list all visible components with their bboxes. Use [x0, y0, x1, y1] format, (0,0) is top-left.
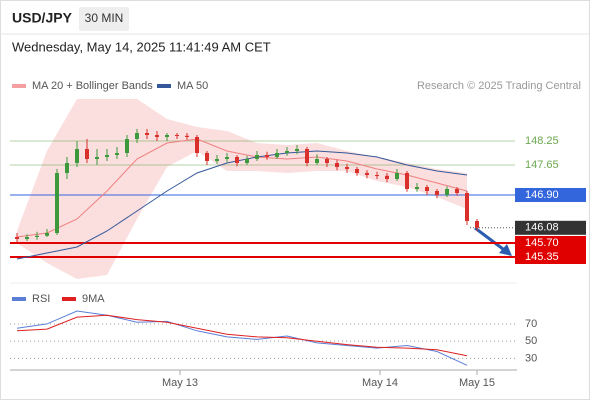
candle-body — [145, 133, 149, 135]
candle-body — [415, 187, 419, 189]
candle-body — [405, 173, 409, 189]
datetime: Wednesday, May 14, 2025 11:41:49 AM CET — [12, 39, 271, 54]
timeframe: 30 MIN — [85, 11, 124, 25]
ma20-line — [16, 138, 468, 238]
legend-label: MA 20 + Bollinger Bands — [32, 80, 153, 92]
candle-body — [285, 151, 289, 153]
ma50-line — [16, 150, 468, 260]
candle-body — [55, 173, 59, 233]
candle-body — [105, 155, 109, 157]
candle-body — [155, 135, 159, 137]
candle-body — [265, 155, 269, 157]
forecast-arrow — [474, 226, 508, 254]
candle-body — [465, 193, 469, 221]
candle-body — [85, 149, 89, 159]
candle-body — [425, 187, 429, 191]
candle-body — [245, 159, 249, 163]
rsi-line — [16, 310, 468, 366]
level-label: 146.08 — [525, 222, 559, 234]
candle-body — [185, 135, 189, 137]
x-tick-label: May 13 — [162, 377, 198, 389]
y-tick-label: 70 — [525, 318, 537, 330]
candle-body — [295, 149, 299, 151]
x-tick-label: May 14 — [362, 377, 398, 389]
legend-swatch — [12, 84, 26, 88]
candle-body — [205, 153, 209, 161]
level-label: 145.70 — [525, 237, 559, 249]
candle-body — [75, 149, 79, 163]
candle-body — [135, 133, 139, 139]
credit: Research © 2025 Trading Central — [417, 80, 581, 92]
level-label: 146.90 — [525, 189, 559, 201]
y-tick-label: 30 — [525, 352, 537, 364]
candle-body — [435, 191, 439, 195]
candle-body — [125, 139, 129, 153]
candle-body — [95, 157, 99, 159]
candle-body — [215, 159, 219, 161]
candle-body — [445, 189, 449, 195]
candle-body — [345, 167, 349, 169]
candle-body — [395, 173, 399, 179]
rsi-line — [16, 314, 468, 357]
level-box — [515, 250, 586, 264]
candle-body — [375, 175, 379, 176]
bollinger-band — [17, 99, 467, 279]
candle-body — [175, 135, 179, 136]
candle-body — [225, 157, 229, 159]
candle-body — [25, 237, 29, 239]
legend-label: RSI — [32, 293, 50, 305]
candle-body — [385, 175, 389, 179]
candle-body — [355, 169, 359, 173]
level-label: 145.35 — [525, 251, 559, 263]
forecast-arrow-head — [499, 244, 512, 256]
candle-body — [255, 155, 259, 159]
candle-body — [475, 221, 479, 228]
legend-label: MA 50 — [177, 80, 208, 92]
candle-body — [275, 153, 279, 157]
candle-body — [165, 135, 169, 137]
candle-body — [115, 153, 119, 155]
candle-body — [195, 137, 199, 153]
candle-body — [315, 159, 319, 163]
legend-swatch — [12, 297, 26, 301]
legend-label: 9MA — [82, 293, 105, 305]
candle-body — [65, 163, 69, 173]
candle-body — [455, 189, 459, 193]
candle-body — [35, 235, 39, 237]
level-box — [515, 236, 586, 250]
timeframe-box — [79, 7, 129, 31]
candle-body — [305, 149, 309, 163]
legend-swatch — [157, 84, 171, 88]
candle-body — [235, 157, 239, 163]
level-label: 147.65 — [525, 159, 559, 171]
candle-body — [335, 163, 339, 167]
legend-swatch — [62, 297, 76, 301]
level-box — [515, 188, 586, 202]
candle-body — [45, 233, 49, 236]
level-label: 148.25 — [525, 135, 559, 147]
candle-body — [15, 237, 19, 239]
y-tick-label: 50 — [525, 335, 537, 347]
candle-body — [325, 159, 329, 163]
x-tick-label: May 15 — [459, 377, 495, 389]
symbol: USD/JPY — [12, 10, 73, 26]
level-box — [515, 220, 586, 235]
candle-body — [365, 173, 369, 175]
